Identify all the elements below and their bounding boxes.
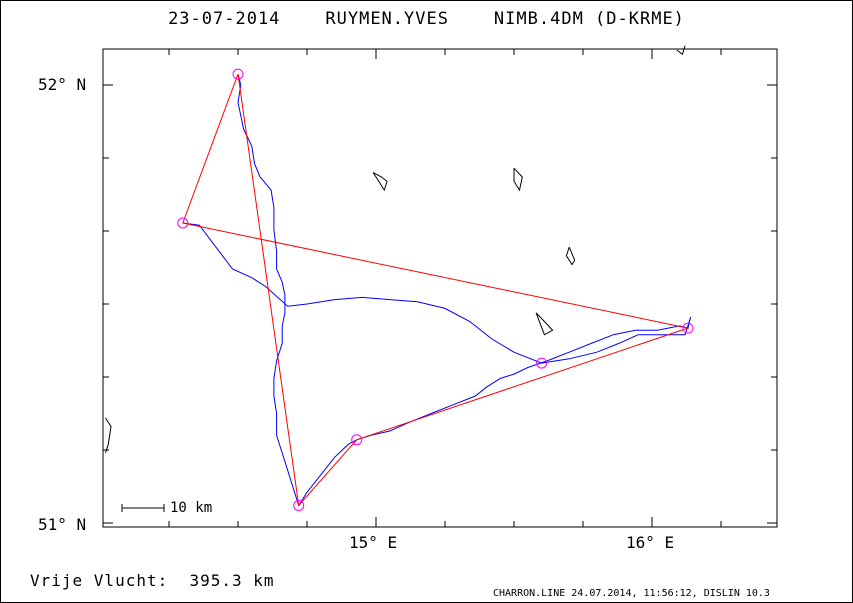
turnpoint-marker <box>177 217 189 229</box>
turnpoint-marker <box>293 500 305 511</box>
axis-ticks <box>103 49 777 527</box>
turnpoint-marker <box>682 322 694 334</box>
map-title: 23-07-2014 RUYMEN.YVES NIMB.4DM (D-KRME) <box>0 9 853 29</box>
coast-segment <box>565 246 576 266</box>
y-label-52n: 52° N <box>38 75 87 94</box>
pilot-name: RUYMEN.YVES <box>325 9 449 29</box>
x-label-15e: 15° E <box>349 533 398 552</box>
scale-bar <box>121 504 165 512</box>
coast-segment <box>513 167 523 192</box>
scale-label: 10 km <box>170 500 213 516</box>
flight-date: 23-07-2014 <box>168 9 281 29</box>
x-label-16e: 16° E <box>626 533 675 552</box>
coast-segment <box>535 312 554 336</box>
glider-id: NIMB.4DM (D-KRME) <box>493 9 685 29</box>
turnpoints <box>177 68 694 511</box>
turnpoint-marker <box>536 357 548 369</box>
coastline <box>105 45 686 454</box>
distance-label: Vrije Vlucht: <box>30 571 169 590</box>
distance-summary: Vrije Vlucht: 395.3 km <box>30 571 275 590</box>
distance-value: 395.3 km <box>189 571 275 590</box>
flight-track <box>182 73 692 507</box>
coast-segment <box>105 417 112 454</box>
coast-segment <box>372 172 388 192</box>
turnpoint-marker <box>351 434 363 446</box>
task-route <box>182 73 690 507</box>
plot-area <box>102 48 778 528</box>
coast-segment <box>676 45 686 56</box>
turnpoint-marker <box>232 68 244 80</box>
footer-info: CHARRON.LINE 24.07.2014, 11:56:12, DISLI… <box>493 588 770 599</box>
y-label-51n: 51° N <box>38 515 87 534</box>
